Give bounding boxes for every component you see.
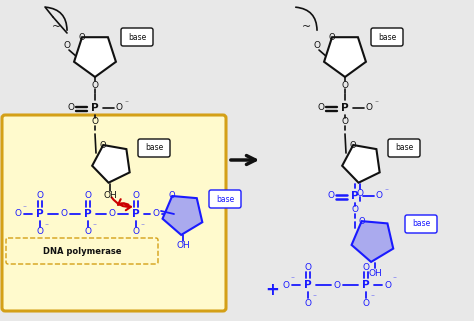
Text: O: O [64,40,71,49]
Text: O: O [133,228,139,237]
FancyBboxPatch shape [388,139,420,157]
Text: O: O [334,281,340,290]
Text: ~: ~ [52,22,62,32]
Text: O: O [84,228,91,237]
Text: ⁻: ⁻ [374,99,378,108]
Text: O: O [375,192,383,201]
Text: O: O [36,192,44,201]
Polygon shape [342,145,380,183]
Text: O: O [341,117,348,126]
Text: P: P [351,191,359,201]
Text: O: O [329,33,336,42]
Text: +: + [265,281,279,299]
Text: ⁻: ⁻ [140,221,144,230]
Polygon shape [324,37,366,77]
Text: DNA polymerase: DNA polymerase [43,247,121,256]
FancyBboxPatch shape [2,115,226,311]
Text: O: O [153,210,159,219]
Text: O: O [36,228,44,237]
Text: P: P [362,280,370,290]
Text: ~: ~ [302,22,311,32]
Text: base: base [128,32,146,41]
Text: ⁻: ⁻ [392,274,396,283]
Text: base: base [216,195,234,204]
Text: ⁻: ⁻ [92,221,96,230]
Text: O: O [304,299,311,308]
Text: O: O [365,103,373,112]
Text: P: P [84,209,92,219]
Text: base: base [145,143,163,152]
Polygon shape [92,145,130,183]
Text: OH: OH [176,241,190,250]
Text: O: O [356,188,364,197]
Text: P: P [341,103,349,113]
Text: O: O [169,192,175,201]
Text: ⁻: ⁻ [44,221,48,230]
Text: O: O [358,217,365,226]
Text: O: O [283,281,290,290]
Text: base: base [395,143,413,152]
Text: O: O [363,299,370,308]
Text: O: O [67,103,74,112]
Text: base: base [378,32,396,41]
FancyBboxPatch shape [121,28,153,46]
Text: O: O [350,141,356,150]
FancyBboxPatch shape [209,190,241,208]
Text: O: O [91,117,99,126]
Text: O: O [100,141,107,150]
Text: P: P [304,280,312,290]
Text: O: O [15,210,21,219]
Text: O: O [318,103,325,112]
Text: O: O [109,210,116,219]
FancyBboxPatch shape [405,215,437,233]
Text: O: O [328,192,335,201]
FancyBboxPatch shape [138,139,170,157]
Text: ⁻: ⁻ [384,187,388,195]
Text: O: O [116,103,122,112]
Polygon shape [352,221,393,262]
Text: ⁻: ⁻ [290,274,294,283]
Text: O: O [304,263,311,272]
Text: P: P [91,103,99,113]
Text: base: base [412,220,430,229]
Text: ⁻: ⁻ [312,292,316,301]
Text: P: P [132,209,140,219]
Text: O: O [363,263,370,272]
Text: O: O [61,210,67,219]
Text: O: O [341,81,348,90]
Text: ⁻: ⁻ [370,292,374,301]
Polygon shape [74,37,116,77]
Text: P: P [36,209,44,219]
Text: O: O [133,192,139,201]
Text: ⁻: ⁻ [124,99,128,108]
Text: O: O [79,33,85,42]
Text: O: O [384,281,392,290]
Text: ⁻: ⁻ [22,204,26,213]
Text: O: O [352,205,358,214]
Text: O: O [313,40,320,49]
Text: OH: OH [103,192,117,201]
Text: O: O [91,81,99,90]
FancyBboxPatch shape [371,28,403,46]
Polygon shape [163,196,202,235]
Text: O: O [84,192,91,201]
Text: OH: OH [368,270,382,279]
